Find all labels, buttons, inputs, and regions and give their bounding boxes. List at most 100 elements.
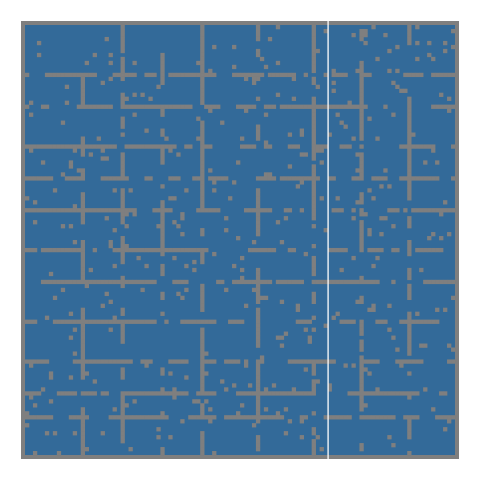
wall-cell: [160, 216, 165, 221]
wall-cell: [311, 208, 316, 213]
wall-cell: [251, 104, 257, 109]
wall-cell: [160, 228, 165, 233]
wall-cell: [88, 104, 93, 109]
wall-cell: [112, 208, 117, 213]
wall-cell: [140, 391, 145, 396]
wall-cell: [311, 80, 316, 86]
wall-cell: [144, 279, 149, 285]
wall-cell: [160, 451, 165, 456]
wall-cell: [331, 279, 336, 285]
wall-cell: [339, 208, 344, 213]
wall-cell: [28, 247, 34, 253]
wall-cell: [200, 60, 205, 66]
wall-cell: [80, 271, 86, 277]
wall-cell: [200, 136, 205, 141]
wall-cell: [84, 60, 89, 66]
wall-cell: [132, 391, 137, 396]
wall-cell: [407, 124, 412, 129]
wall-cell: [160, 208, 165, 213]
wall-cell: [379, 319, 384, 324]
wall-cell: [251, 72, 257, 78]
wall-cell: [243, 72, 249, 78]
wall-cell: [255, 319, 261, 324]
wall-cell: [259, 391, 265, 396]
wall-cell: [379, 216, 384, 221]
wall-cell: [243, 363, 249, 368]
wall-cell: [240, 255, 245, 261]
wall-cell: [124, 104, 129, 109]
wall-cell: [80, 411, 86, 416]
wall-cell: [311, 363, 316, 368]
wall-cell: [25, 391, 30, 396]
wall-cell: [84, 371, 89, 376]
wall-cell: [299, 128, 304, 133]
wall-cell: [255, 339, 261, 344]
wall-cell: [415, 415, 420, 420]
wall-cell: [255, 419, 261, 424]
wall-cell: [144, 176, 149, 181]
wall-cell: [160, 104, 165, 109]
wall-cell: [359, 172, 364, 177]
wall-cell: [228, 359, 233, 364]
wall-cells: [25, 25, 456, 456]
wall-cell: [407, 140, 412, 145]
wall-cell: [116, 72, 121, 78]
wall-cell: [431, 56, 436, 62]
wall-cell: [255, 399, 261, 404]
wall-cell: [339, 319, 344, 324]
wall-cell: [255, 307, 261, 312]
wall-cell: [116, 279, 121, 285]
wall-cell: [40, 176, 46, 181]
wall-cell: [267, 391, 273, 396]
wall-cell: [128, 391, 133, 396]
wall-cell: [108, 243, 113, 249]
wall-cell: [303, 319, 308, 324]
wall-cell: [120, 367, 125, 372]
wall-cell: [44, 415, 50, 420]
wall-cell: [359, 299, 364, 304]
wall-cell: [255, 176, 261, 181]
wall-cell: [212, 319, 217, 324]
wall-cell: [152, 279, 157, 285]
wall-cell: [112, 359, 117, 364]
wall-cell: [255, 383, 261, 388]
wall-cell: [92, 379, 97, 384]
wall-cell: [160, 80, 165, 86]
wall-cell: [339, 415, 344, 420]
wall-cell: [120, 359, 125, 364]
wall-cell: [255, 36, 261, 42]
wall-cell: [427, 319, 432, 324]
wall-cell: [287, 419, 293, 424]
wall-cell: [299, 279, 304, 285]
wall-cell: [184, 144, 189, 149]
wall-cell: [208, 319, 213, 324]
wall-cell: [36, 40, 42, 46]
wall-cell: [359, 331, 364, 336]
wall-cell: [200, 283, 205, 289]
wall-cell: [120, 331, 125, 336]
wall-cell: [168, 176, 173, 181]
wall-cell: [363, 279, 368, 285]
wall-cell: [451, 295, 456, 301]
wall-cell: [200, 88, 205, 93]
wall-cell: [120, 391, 125, 396]
wall-cell: [439, 72, 444, 78]
wall-cell: [120, 160, 125, 165]
game-board[interactable]: [21, 21, 459, 459]
wall-cell: [243, 208, 249, 213]
wall-cell: [451, 347, 456, 352]
wall-cell: [156, 391, 161, 396]
wall-cell: [359, 347, 364, 352]
wall-cell: [339, 279, 344, 285]
wall-cell: [423, 160, 428, 165]
wall-cell: [240, 267, 245, 273]
wall-cell: [236, 411, 241, 416]
wall-cell: [112, 72, 117, 78]
wall-cell: [80, 275, 86, 281]
wall-cell: [160, 295, 165, 301]
wall-cell: [48, 399, 54, 404]
wall-cell: [28, 359, 34, 364]
wall-cell: [263, 387, 269, 392]
wall-cell: [104, 279, 109, 285]
wall-cell: [112, 247, 117, 253]
